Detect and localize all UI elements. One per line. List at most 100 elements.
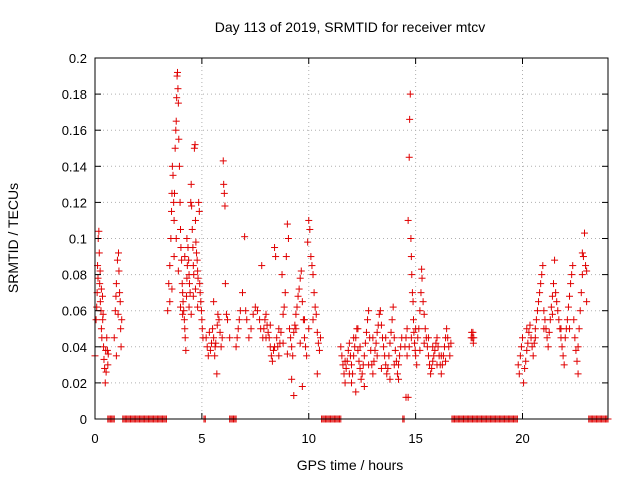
data-point — [545, 328, 553, 336]
y-tick-labels: 0 0.02 0.04 0.06 0.08 0.1 0.12 0.14 0.16 0.18 0.2 — [62, 51, 87, 427]
data-point — [169, 171, 177, 179]
data-point — [358, 370, 366, 378]
data-point — [572, 346, 580, 354]
data-point — [197, 298, 205, 306]
data-point — [241, 233, 249, 241]
data-point — [416, 307, 424, 315]
data-point — [364, 316, 372, 324]
data-point — [216, 328, 224, 336]
axis-ticks — [94, 57, 608, 420]
data-point — [117, 325, 125, 333]
data-point — [253, 307, 261, 315]
data-point — [195, 207, 203, 215]
data-point — [393, 370, 401, 378]
data-point — [260, 325, 268, 333]
data-point — [533, 307, 541, 315]
data-point — [191, 141, 199, 149]
data-point — [268, 357, 276, 365]
data-point — [539, 262, 547, 270]
data-point — [258, 262, 266, 270]
data-point — [523, 325, 531, 333]
data-point — [519, 334, 526, 342]
data-point — [560, 361, 568, 369]
data-point — [96, 267, 104, 275]
data-point — [210, 334, 218, 342]
data-point — [548, 292, 556, 300]
data-point — [168, 162, 176, 170]
data-point — [298, 298, 306, 306]
data-point — [567, 280, 575, 288]
data-point — [574, 370, 582, 378]
data-point — [178, 256, 186, 264]
data-point — [563, 316, 571, 324]
data-point — [380, 343, 388, 351]
data-point — [356, 364, 364, 372]
data-point — [305, 216, 313, 224]
data-point — [437, 352, 445, 360]
data-point — [337, 343, 345, 351]
data-point — [546, 316, 554, 324]
data-point — [290, 392, 298, 400]
data-point — [283, 350, 291, 358]
data-point — [290, 328, 298, 336]
data-point — [269, 346, 277, 354]
y-axis-title: SRMTID / TECUs — [5, 183, 21, 293]
data-point — [262, 310, 270, 318]
data-point — [92, 316, 100, 324]
data-point — [292, 310, 300, 318]
y-tick-label: 0.2 — [69, 51, 87, 66]
data-point — [376, 307, 384, 315]
data-point — [286, 325, 294, 333]
data-point — [383, 370, 391, 378]
data-point — [392, 357, 400, 365]
data-point — [405, 153, 413, 161]
data-point — [166, 262, 174, 270]
data-point — [94, 274, 102, 282]
data-point — [561, 334, 569, 342]
data-point — [168, 207, 176, 215]
data-point — [416, 346, 424, 354]
data-point — [389, 303, 397, 311]
data-point — [168, 285, 176, 293]
data-point — [536, 289, 544, 297]
data-point — [289, 352, 297, 360]
data-point — [412, 325, 420, 333]
data-point — [357, 375, 365, 383]
data-point — [275, 352, 283, 360]
data-point — [232, 343, 240, 351]
data-point — [538, 271, 546, 279]
data-point — [447, 339, 455, 347]
data-point — [553, 298, 561, 306]
data-point — [303, 352, 311, 360]
data-point — [407, 334, 415, 342]
data-point — [404, 216, 412, 224]
data-point — [521, 364, 529, 372]
data-point — [284, 235, 292, 242]
data-point — [183, 262, 191, 270]
data-point — [296, 274, 304, 282]
data-point — [296, 339, 304, 347]
data-point — [568, 271, 576, 279]
data-point — [537, 280, 545, 288]
data-point — [313, 328, 321, 336]
data-point — [187, 180, 195, 188]
data-point — [418, 265, 426, 273]
data-point — [294, 292, 302, 300]
data-point — [420, 310, 428, 318]
data-point — [445, 343, 453, 351]
data-point — [101, 379, 109, 387]
data-point — [175, 135, 183, 143]
data-point — [354, 346, 362, 354]
data-point — [172, 117, 180, 125]
data-point — [544, 343, 552, 351]
data-point — [98, 292, 106, 300]
data-point — [446, 352, 454, 360]
data-point — [214, 310, 222, 318]
data-point — [360, 352, 368, 360]
data-point — [306, 225, 314, 233]
data-point — [116, 289, 124, 297]
data-point — [115, 267, 123, 275]
data-point — [548, 310, 556, 318]
data-point — [180, 316, 188, 324]
